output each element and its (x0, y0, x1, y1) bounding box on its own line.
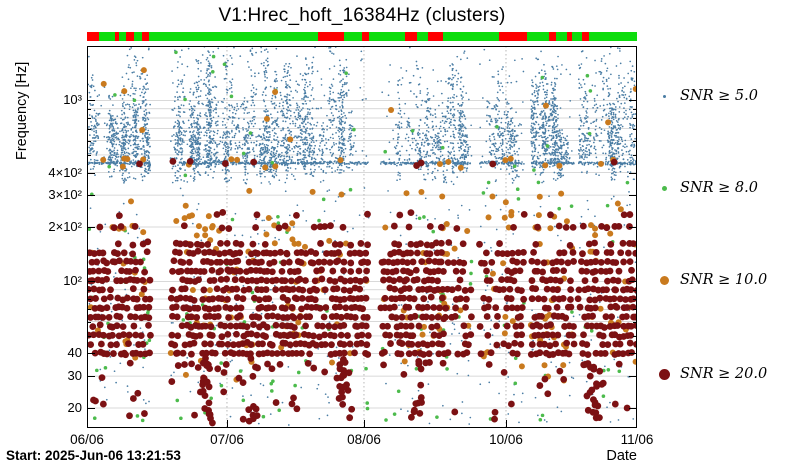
status-segment-red (125, 32, 134, 41)
status-bar (87, 32, 637, 41)
legend-marker-icon (657, 368, 671, 380)
status-segment-green (555, 32, 567, 41)
legend-entry: SNR ≥ 8.0 (657, 177, 758, 199)
status-segment-red (499, 32, 527, 41)
status-segment-red (404, 32, 417, 41)
y-tick-label: 40 (67, 345, 82, 361)
status-segment-green (526, 32, 549, 41)
start-time-label: Start: 2025-Jun-06 13:21:53 (6, 448, 181, 463)
legend-label: SNR ≥ 5.0 (680, 88, 758, 104)
status-segment-green (118, 32, 126, 41)
legend-marker-icon (657, 185, 671, 191)
legend-label: SNR ≥ 10.0 (680, 272, 768, 288)
status-segment-red (114, 32, 119, 41)
status-segment-red (427, 32, 444, 41)
status-segment-red (318, 32, 345, 41)
x-tick-label: 08/06 (347, 432, 381, 447)
status-segment-red (362, 32, 369, 41)
legend-entry: SNR ≥ 20.0 (657, 363, 767, 385)
scatter-plot-canvas (87, 46, 637, 428)
legend-marker-icon (657, 275, 671, 285)
legend-entry: SNR ≥ 5.0 (657, 85, 758, 107)
chart-title: V1:Hrec_hoft_16384Hz (clusters) (218, 5, 506, 26)
y-tick-label: 3×10² (48, 187, 82, 203)
legend-label: SNR ≥ 8.0 (680, 180, 758, 196)
status-segment-green (99, 32, 115, 41)
y-tick-label: 10² (63, 273, 82, 289)
x-tick-label: 11/06 (620, 432, 654, 447)
y-tick-label: 30 (67, 368, 82, 384)
y-tick-label: 20 (67, 399, 82, 415)
status-segment-red (142, 32, 149, 41)
status-segment-green (416, 32, 428, 41)
x-axis-label: Date (606, 448, 637, 464)
status-segment-green (344, 32, 362, 41)
legend-marker-icon (657, 94, 671, 98)
y-axis-label: Frequency [Hz] (14, 61, 30, 160)
status-segment-green (148, 32, 318, 41)
status-segment-green (443, 32, 500, 41)
status-segment-green (368, 32, 405, 41)
x-tick-label: 10/06 (489, 432, 523, 447)
y-tick-label: 10³ (63, 92, 82, 108)
y-tick-label: 2×10² (48, 218, 82, 234)
status-segment-red (87, 32, 100, 41)
x-tick-label: 07/06 (210, 432, 244, 447)
x-tick-label: 06/06 (70, 432, 104, 447)
status-segment-red (548, 32, 556, 41)
y-tick-label: 4×10² (48, 164, 82, 180)
status-segment-green (133, 32, 142, 41)
status-segment-green (572, 32, 582, 41)
legend-label: SNR ≥ 20.0 (680, 366, 768, 382)
status-segment-red (566, 32, 573, 41)
status-segment-green (588, 32, 637, 41)
status-segment-red (581, 32, 589, 41)
legend-entry: SNR ≥ 10.0 (657, 269, 767, 291)
